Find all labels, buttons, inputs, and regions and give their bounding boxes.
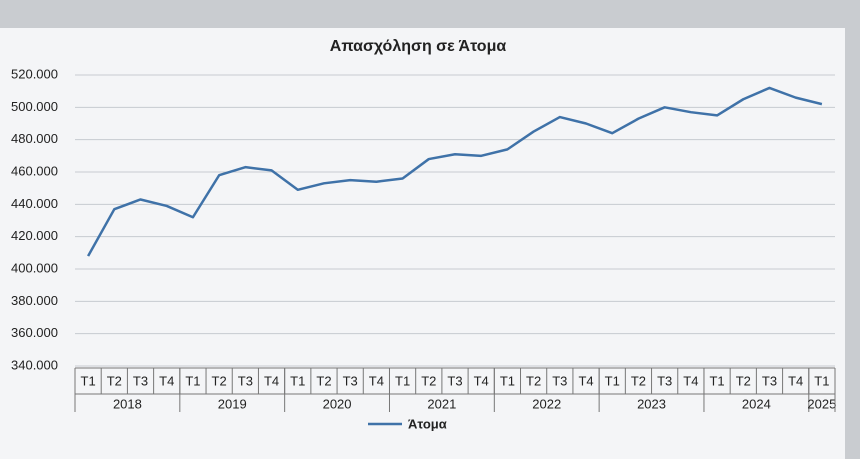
y-tick-label: 520.000 xyxy=(11,66,58,81)
data-line xyxy=(87,86,823,257)
y-tick-label: 480.000 xyxy=(11,131,58,146)
x-tick-label: T3 xyxy=(552,373,567,388)
x-tick-label: T3 xyxy=(657,373,672,388)
year-label: 2018 xyxy=(113,396,142,411)
y-tick-label: 380.000 xyxy=(11,293,58,308)
x-tick-label: T4 xyxy=(369,373,384,388)
x-tick-label: T4 xyxy=(264,373,279,388)
y-tick-label: 440.000 xyxy=(11,196,58,211)
y-tick-label: 420.000 xyxy=(11,228,58,243)
x-tick-label: T4 xyxy=(683,373,698,388)
x-tick-label: T1 xyxy=(605,373,620,388)
x-tick-label: T1 xyxy=(709,373,724,388)
year-label: 2021 xyxy=(427,396,456,411)
chart-title: Απασχόληση σε Άτομα xyxy=(330,38,507,55)
x-tick-label: T3 xyxy=(343,373,358,388)
x-tick-label: T1 xyxy=(290,373,305,388)
y-tick-label: 340.000 xyxy=(11,357,58,372)
year-label: 2023 xyxy=(637,396,666,411)
x-tick-label: T2 xyxy=(631,373,646,388)
year-label: 2025 xyxy=(807,396,836,411)
x-tick-label: T2 xyxy=(421,373,436,388)
legend-label: Άτομα xyxy=(408,416,447,431)
y-tick-label: 400.000 xyxy=(11,260,58,275)
x-tick-label: T4 xyxy=(159,373,174,388)
x-tick-label: T4 xyxy=(788,373,803,388)
year-label: 2024 xyxy=(742,396,771,411)
x-tick-label: T2 xyxy=(526,373,541,388)
x-tick-label: T1 xyxy=(395,373,410,388)
x-tick-label: T3 xyxy=(133,373,148,388)
x-tick-label: T2 xyxy=(316,373,331,388)
x-tick-label: T3 xyxy=(447,373,462,388)
x-tick-label: T4 xyxy=(474,373,489,388)
x-tick-label: T1 xyxy=(500,373,515,388)
x-tick-label: T3 xyxy=(762,373,777,388)
x-tick-label: T2 xyxy=(212,373,227,388)
y-tick-label: 460.000 xyxy=(11,163,58,178)
x-tick-label: T1 xyxy=(185,373,200,388)
x-tick-label: T4 xyxy=(578,373,593,388)
year-label: 2020 xyxy=(323,396,352,411)
x-tick-label: T2 xyxy=(107,373,122,388)
x-tick-label: T1 xyxy=(81,373,96,388)
y-tick-label: 360.000 xyxy=(11,325,58,340)
year-label: 2019 xyxy=(218,396,247,411)
x-tick-label: T1 xyxy=(814,373,829,388)
x-tick-label: T2 xyxy=(736,373,751,388)
y-tick-label: 500.000 xyxy=(11,99,58,114)
x-tick-label: T3 xyxy=(238,373,253,388)
year-label: 2022 xyxy=(532,396,561,411)
